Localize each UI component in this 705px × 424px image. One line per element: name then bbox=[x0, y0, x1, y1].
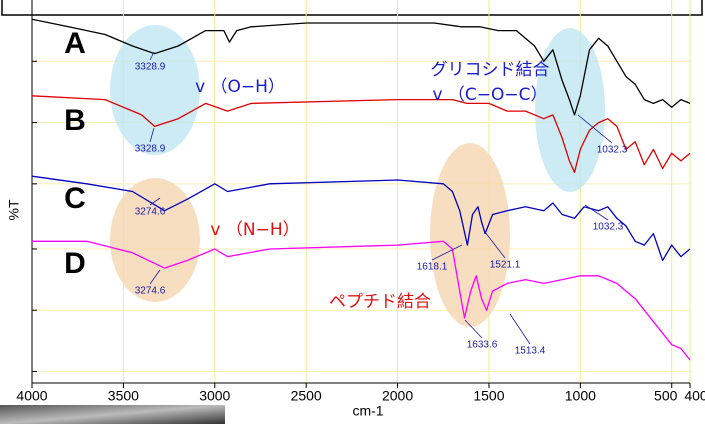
peak-label: 1032.3 bbox=[593, 222, 624, 233]
peak-label: 1618.1 bbox=[417, 262, 448, 273]
x-tick-label: 2000 bbox=[382, 388, 413, 404]
top-box bbox=[2, 0, 702, 15]
highlight bbox=[430, 143, 510, 327]
x-tick-label: 2500 bbox=[291, 388, 322, 404]
series-label: A bbox=[64, 27, 86, 60]
peak-label: 1032.3 bbox=[597, 145, 628, 156]
x-axis-label: cm-1 bbox=[352, 403, 383, 419]
peak-label: 1633.6 bbox=[467, 340, 498, 351]
y-axis-label: %T bbox=[6, 199, 22, 220]
x-tick-label: 1500 bbox=[473, 388, 504, 404]
x-tick-label: 3500 bbox=[108, 388, 139, 404]
highlight bbox=[110, 25, 200, 155]
annotation: ペプチド結合 bbox=[329, 292, 431, 312]
x-tick-label: 500 bbox=[654, 388, 678, 404]
annotation: v （C−O−C） bbox=[432, 85, 547, 105]
peak-label: 3328.9 bbox=[135, 144, 166, 155]
peak-label: 3274.6 bbox=[135, 207, 166, 218]
leader-line bbox=[585, 205, 608, 220]
highlight bbox=[110, 178, 200, 302]
chart: %T cm-1 4000 3500 3000 2500 2000 1500 1000 500 4… bbox=[0, 0, 705, 424]
x-tick-label: 400 bbox=[684, 388, 705, 404]
x-tick-label: 3000 bbox=[199, 388, 230, 404]
x-tick-label: 4000 bbox=[16, 388, 47, 404]
leader-line bbox=[510, 314, 530, 344]
x-tick-label: 1000 bbox=[565, 388, 596, 404]
series-label: C bbox=[64, 182, 86, 215]
peak-label: 1521.1 bbox=[490, 260, 521, 271]
photo-strip bbox=[0, 405, 225, 424]
annotation: グリコシド結合 bbox=[431, 60, 550, 80]
annotation: v （O−H） bbox=[195, 77, 285, 97]
peak-label: 1513.4 bbox=[515, 346, 546, 357]
peak-label: 3274.6 bbox=[135, 286, 166, 297]
series-label: B bbox=[64, 104, 86, 137]
highlight bbox=[535, 28, 605, 192]
series-label: D bbox=[64, 247, 86, 280]
peak-label: 3328.9 bbox=[135, 62, 166, 73]
annotation: v （N−H） bbox=[210, 220, 299, 240]
